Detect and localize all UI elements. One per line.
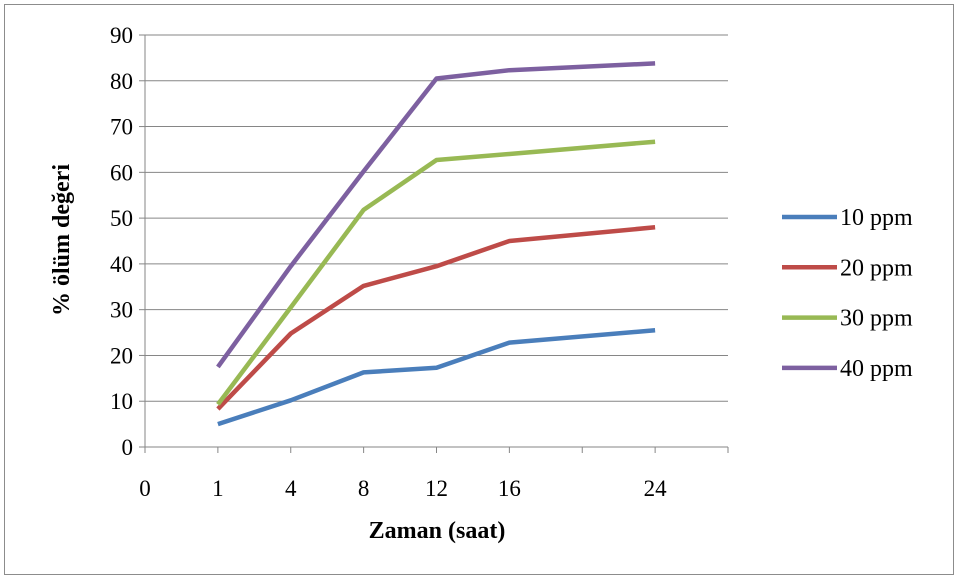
legend-label: 40 ppm	[840, 356, 913, 382]
y-tick-label: 0	[122, 435, 134, 460]
y-tick-label: 90	[110, 23, 133, 48]
y-tick-label: 60	[110, 160, 133, 185]
legend-label: 20 ppm	[840, 255, 913, 281]
x-tick-label: 1	[212, 476, 224, 501]
chart-frame	[4, 4, 954, 575]
tick-labels: 0 10 20 30 40 50 60 70 80 90 0 1 4 8 12 16 24	[110, 23, 667, 501]
y-axis-title: % ölüm değeri	[49, 164, 75, 316]
x-tick-label: 8	[358, 476, 370, 501]
series-line-40-ppm	[216, 61, 656, 369]
x-axis-title: Zaman (saat)	[369, 518, 506, 544]
y-tick-label: 40	[110, 252, 133, 277]
y-tick-label: 20	[110, 343, 133, 368]
axes	[139, 34, 729, 453]
legend: 10 ppm 20 ppm 30 ppm 40 ppm	[782, 205, 913, 382]
x-tick-label: 16	[498, 476, 521, 501]
y-tick-label: 80	[110, 69, 133, 94]
series-line-20-ppm	[216, 225, 656, 411]
x-tick-label: 24	[644, 476, 668, 501]
series-lines	[216, 61, 656, 427]
x-tick-label: 12	[425, 476, 448, 501]
y-tick-label: 30	[110, 298, 133, 323]
y-tick-label: 10	[110, 389, 133, 414]
y-tick-label: 70	[110, 115, 133, 140]
legend-label: 30 ppm	[840, 306, 913, 332]
series-line-30-ppm	[216, 139, 656, 406]
x-tick-label: 4	[285, 476, 297, 501]
y-tick-label: 50	[110, 206, 133, 231]
series-line-10-ppm	[217, 328, 656, 427]
x-tick-label: 0	[139, 476, 151, 501]
legend-label: 10 ppm	[840, 205, 913, 231]
grid-lines	[145, 34, 728, 402]
